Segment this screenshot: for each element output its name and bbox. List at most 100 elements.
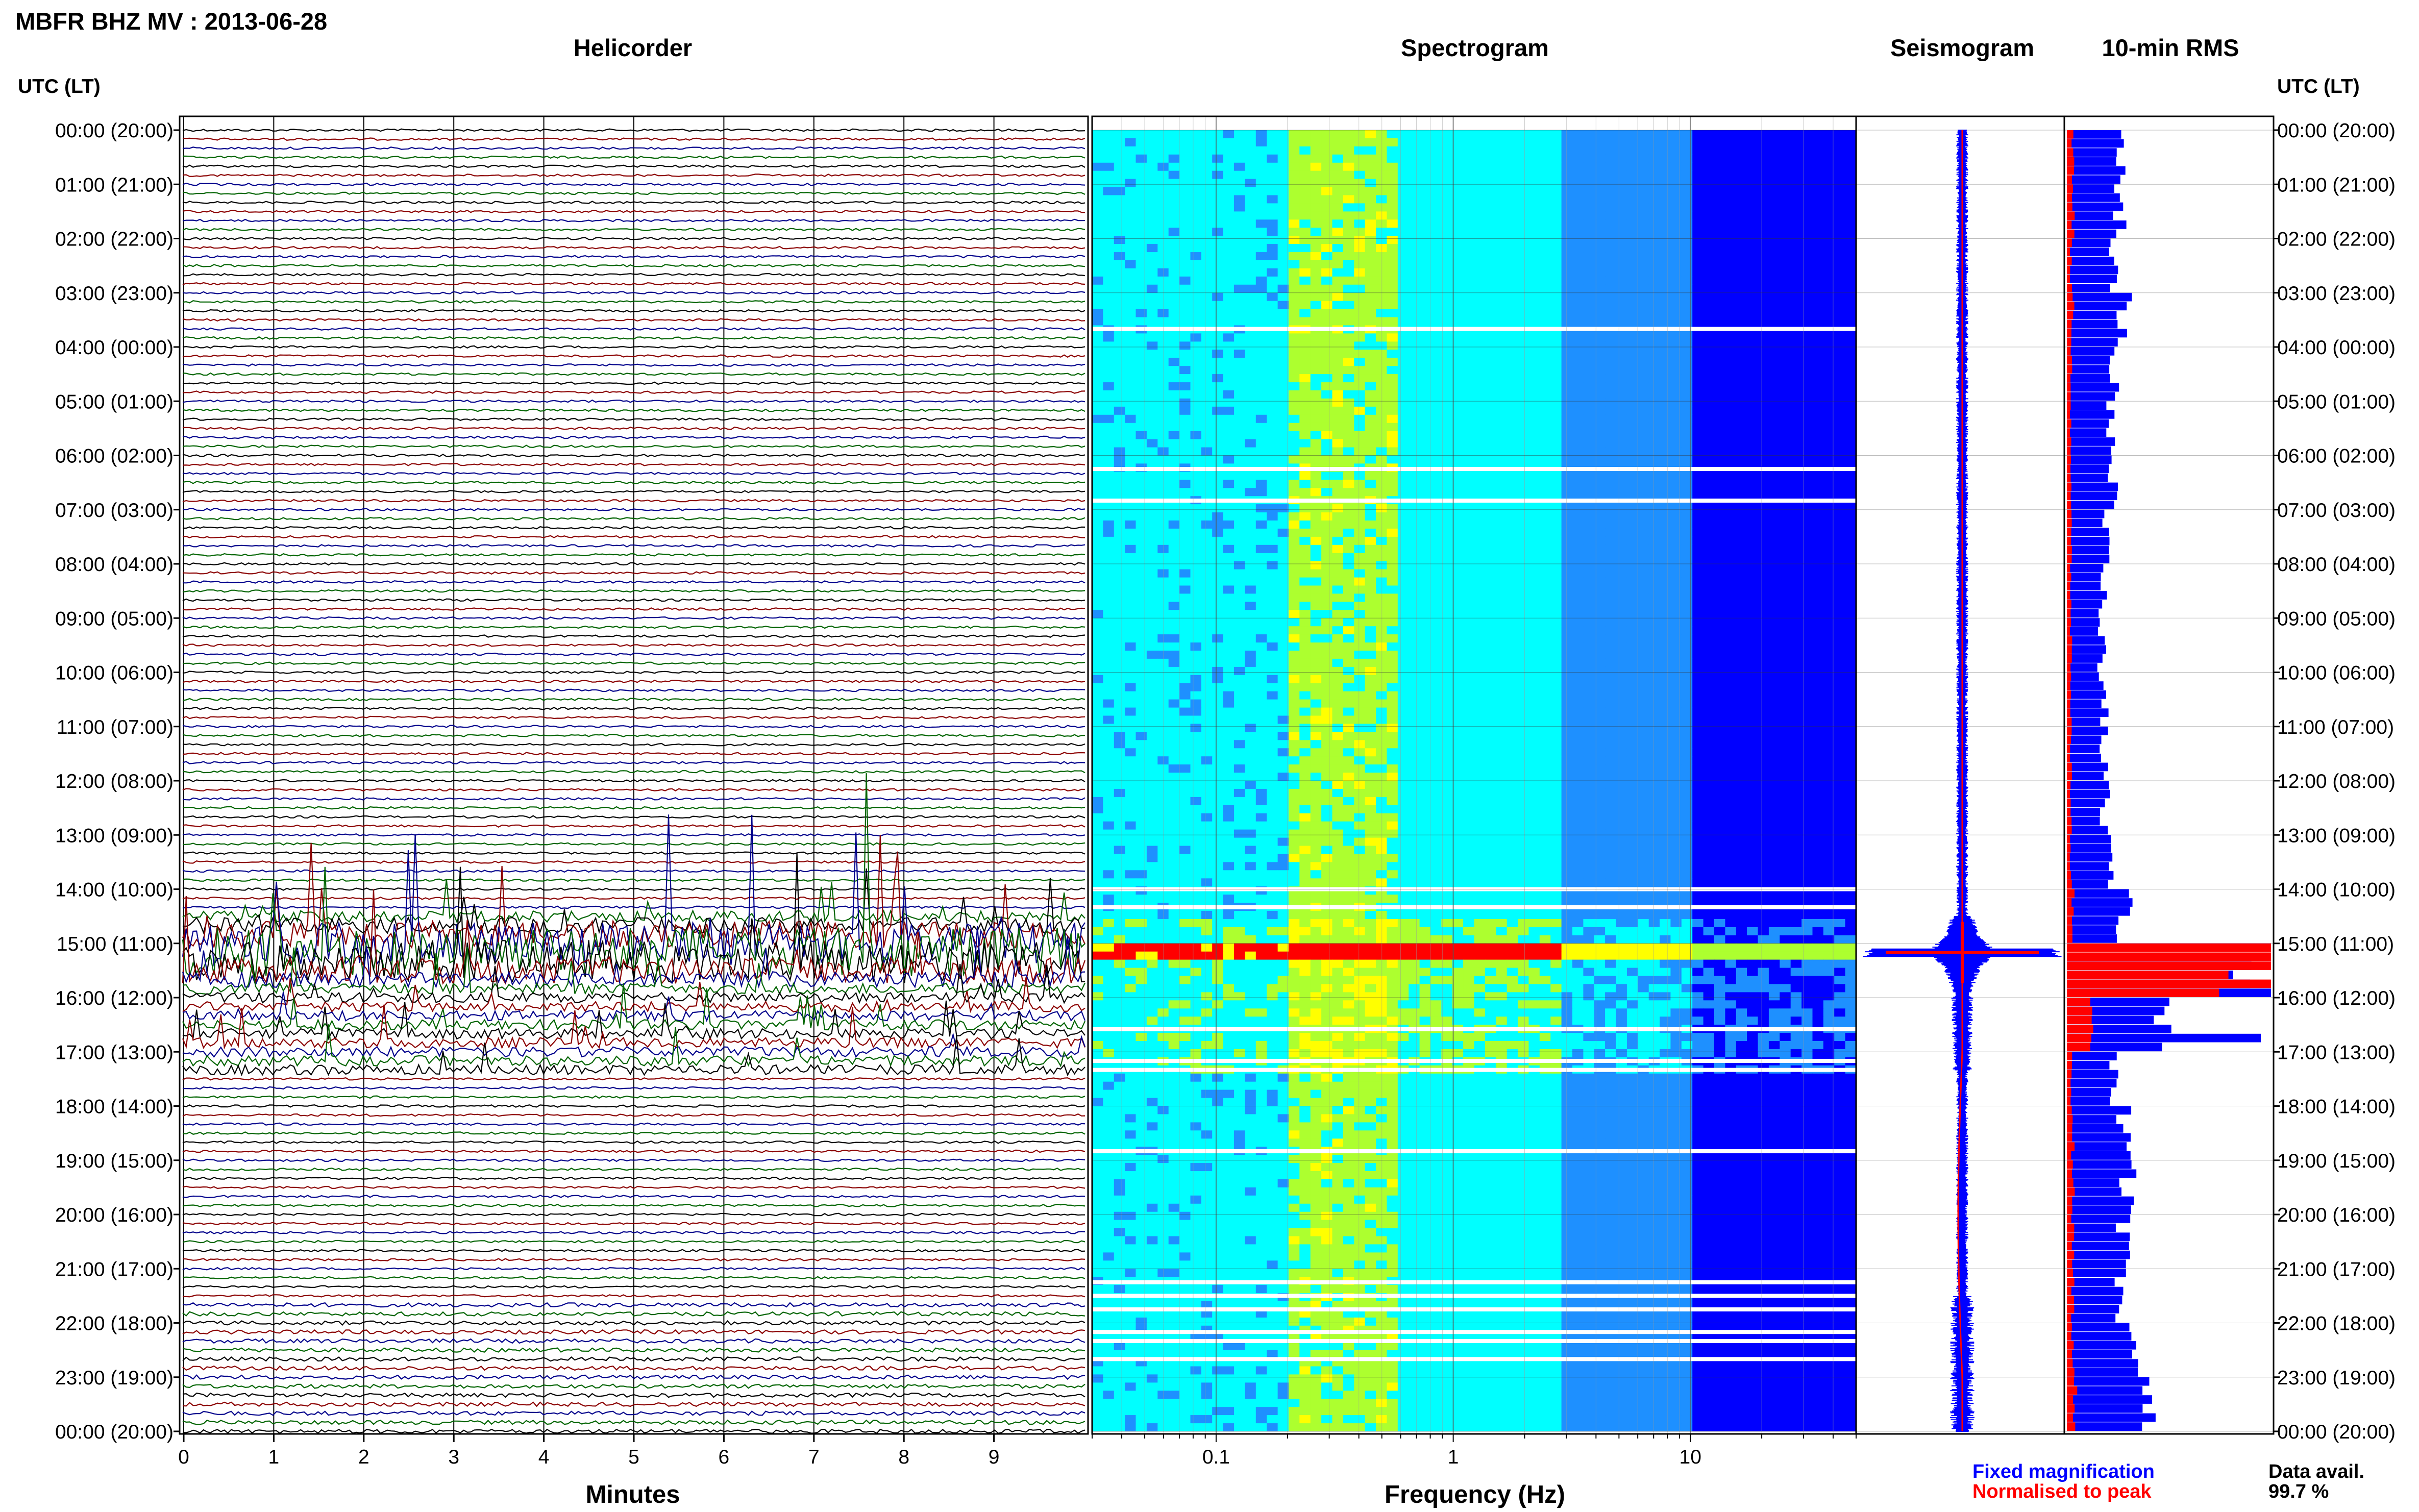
spectrogram-cell bbox=[1660, 610, 1671, 618]
spectrogram-cell bbox=[1747, 146, 1759, 155]
spectrogram-cell bbox=[1365, 651, 1376, 659]
spectrogram-cell bbox=[1845, 236, 1857, 244]
spectrogram-cell bbox=[1626, 666, 1638, 676]
spectrogram-cell bbox=[1507, 675, 1518, 684]
spectrogram-cell bbox=[1397, 292, 1409, 302]
spectrogram-cell bbox=[1616, 317, 1627, 326]
spectrogram-cell bbox=[1725, 520, 1737, 529]
spectrogram-cell bbox=[1125, 358, 1137, 366]
spectrogram-cell bbox=[1539, 195, 1551, 204]
spectrogram-cell bbox=[1376, 561, 1387, 570]
spectrogram-cell bbox=[1780, 651, 1791, 659]
spectrogram-cell bbox=[1703, 219, 1715, 228]
spectrogram-cell bbox=[1747, 561, 1759, 570]
spectrogram-cell bbox=[1507, 317, 1518, 326]
spectrogram-cell bbox=[1299, 602, 1311, 610]
spectrogram-cell bbox=[1768, 504, 1780, 513]
spectrogram-cell bbox=[1845, 536, 1857, 546]
spectrogram-cell bbox=[1179, 341, 1191, 350]
spectrogram-cell bbox=[1528, 528, 1540, 537]
spectrogram-cell bbox=[1790, 520, 1802, 529]
spectrogram-cell bbox=[1626, 228, 1638, 236]
spectrogram-cell bbox=[1681, 252, 1693, 261]
spectrogram-cell bbox=[1583, 414, 1595, 424]
spectrogram-cell bbox=[1638, 561, 1649, 570]
spectrogram-cell bbox=[1419, 553, 1431, 562]
spectrogram-cell bbox=[1834, 528, 1846, 537]
spectrogram-cell bbox=[1463, 228, 1475, 236]
spectrogram-cell bbox=[1714, 162, 1725, 171]
spectrogram-cell bbox=[1179, 675, 1191, 684]
spectrogram-cell bbox=[1354, 528, 1366, 537]
spectrogram-cell bbox=[1518, 162, 1529, 171]
spectrogram-cell bbox=[1714, 658, 1725, 667]
spectrogram-cell bbox=[1223, 138, 1235, 147]
helicorder-trace bbox=[182, 589, 1085, 593]
spectrogram-cell bbox=[1452, 423, 1464, 432]
spectrogram-cell bbox=[1288, 284, 1300, 293]
spectrogram-cell bbox=[1747, 301, 1759, 310]
spectrogram-cell bbox=[1528, 284, 1540, 293]
spectrogram-cell bbox=[1616, 211, 1627, 220]
spectrogram-cell bbox=[1267, 170, 1278, 180]
spectrogram-cell bbox=[1845, 317, 1857, 326]
spectrogram-cell bbox=[1255, 536, 1267, 546]
spectrogram-cell bbox=[1507, 228, 1518, 236]
spectrogram-cell bbox=[1507, 577, 1518, 586]
spectrogram-cell bbox=[1267, 593, 1278, 602]
spectrogram-cell bbox=[1801, 195, 1813, 204]
helicorder-trace bbox=[182, 833, 1085, 837]
spectrogram-cell bbox=[1594, 414, 1606, 424]
spectrogram-cell bbox=[1146, 390, 1158, 399]
spectrogram-cell bbox=[1528, 138, 1540, 147]
spectrogram-cell bbox=[1605, 447, 1617, 456]
spectrogram-cell bbox=[1441, 179, 1453, 188]
spectrogram-cell bbox=[1245, 658, 1256, 667]
spectrogram-cell bbox=[1463, 187, 1475, 196]
spectrogram-cell bbox=[1146, 284, 1158, 293]
spectrogram-cell bbox=[1299, 431, 1311, 440]
spectrogram-cell bbox=[1768, 447, 1780, 456]
spectrogram-cell bbox=[1387, 651, 1398, 659]
spectrogram-cell bbox=[1616, 398, 1627, 407]
spectrogram-cell bbox=[1507, 219, 1518, 228]
spectrogram-cell bbox=[1834, 472, 1846, 480]
spectrogram-cell bbox=[1409, 528, 1420, 537]
spectrogram-cell bbox=[1474, 292, 1486, 302]
spectrogram-cell bbox=[1845, 472, 1857, 480]
spectrogram-cell bbox=[1725, 536, 1737, 546]
spectrogram-cell bbox=[1758, 480, 1769, 488]
spectrogram-cell bbox=[1583, 268, 1595, 277]
spectrogram-cell bbox=[1299, 414, 1311, 424]
spectrogram-cell bbox=[1605, 162, 1617, 171]
spectrogram-cell bbox=[1430, 244, 1442, 253]
spectrogram-cell bbox=[1288, 170, 1300, 180]
spectrogram-cell bbox=[1670, 683, 1682, 692]
spectrogram-cell bbox=[1310, 252, 1322, 261]
spectrogram-cell bbox=[1648, 374, 1660, 383]
spectrogram-cell bbox=[1310, 414, 1322, 424]
helicorder-trace bbox=[182, 896, 1085, 900]
spectrogram-cell bbox=[1092, 244, 1103, 253]
spectrogram-cell bbox=[1277, 472, 1289, 480]
spectrogram-cell bbox=[1539, 333, 1551, 342]
spectrogram-cell bbox=[1190, 390, 1202, 399]
spectrogram-cell bbox=[1376, 658, 1387, 667]
spectrogram-cell bbox=[1190, 187, 1202, 196]
spectrogram-cell bbox=[1267, 341, 1278, 350]
spectrogram-cell bbox=[1409, 366, 1420, 375]
spectrogram-cell bbox=[1190, 423, 1202, 432]
spectrogram-cell bbox=[1790, 219, 1802, 228]
spectrogram-cell bbox=[1648, 544, 1660, 554]
helicorder-trace bbox=[183, 435, 1085, 439]
spectrogram-cell bbox=[1812, 358, 1824, 366]
spectrogram-cell bbox=[1343, 146, 1354, 155]
spectrogram-cell bbox=[1223, 447, 1235, 456]
spectrogram-cell bbox=[1485, 341, 1496, 350]
spectrogram-cell bbox=[1354, 431, 1366, 440]
spectrogram-cell bbox=[1441, 187, 1453, 196]
spectrogram-cell bbox=[1518, 350, 1529, 358]
spectrogram-cell bbox=[1485, 651, 1496, 659]
spectrogram-cell bbox=[1485, 309, 1496, 318]
spectrogram-cell bbox=[1561, 472, 1573, 480]
